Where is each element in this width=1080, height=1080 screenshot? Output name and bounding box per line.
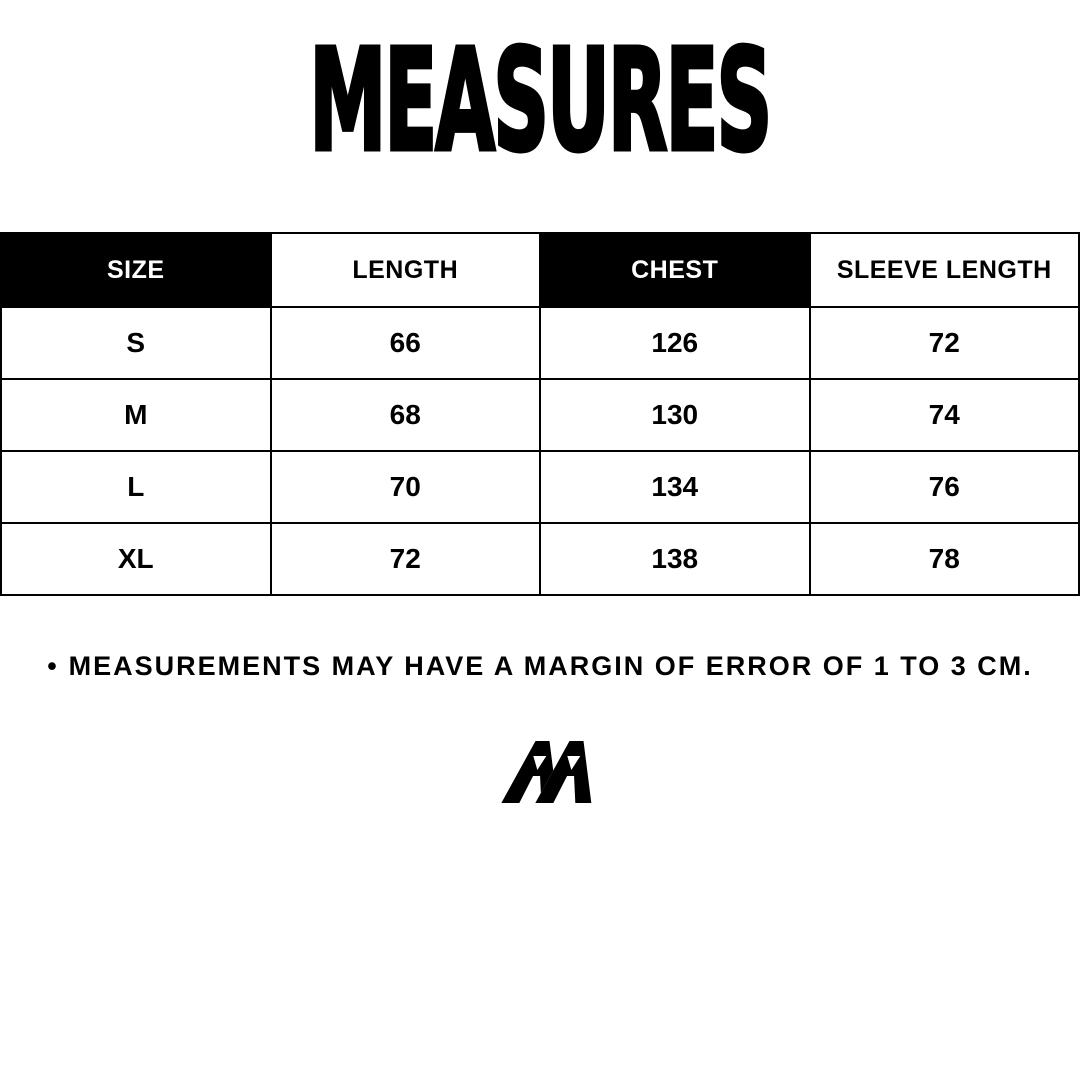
size-cell: M	[0, 378, 272, 452]
chest-cell: 138	[539, 522, 811, 596]
size-cell: S	[0, 306, 272, 380]
size-cell: L	[0, 450, 272, 524]
chest-cell: 134	[539, 450, 811, 524]
table-row: M 68 130 74	[0, 378, 1080, 452]
sleeve-length-cell: 74	[808, 378, 1080, 452]
sleeve-length-cell: 78	[808, 522, 1080, 596]
table-row: S 66 126 72	[0, 306, 1080, 380]
length-cell: 68	[269, 378, 541, 452]
note-text: MEASUREMENTS MAY HAVE A MARGIN OF ERROR …	[68, 651, 1033, 681]
length-cell: 66	[269, 306, 541, 380]
table-row: L 70 134 76	[0, 450, 1080, 524]
table-row: XL 72 138 78	[0, 522, 1080, 596]
length-cell: 70	[269, 450, 541, 524]
size-cell: XL	[0, 522, 272, 596]
sleeve-length-cell: 76	[808, 450, 1080, 524]
column-header-size: SIZE	[0, 232, 272, 308]
table-header-row: SIZE LENGTH CHEST SLEEVE LENGTH	[0, 232, 1080, 308]
sleeve-length-cell: 72	[808, 306, 1080, 380]
bullet-icon: •	[47, 651, 59, 681]
page-title: MEASURES	[308, 19, 773, 184]
measures-table: SIZE LENGTH CHEST SLEEVE LENGTH S 66 126…	[0, 232, 1080, 596]
chest-cell: 126	[539, 306, 811, 380]
column-header-chest: CHEST	[539, 232, 811, 308]
aa-logo-icon	[501, 741, 592, 803]
column-header-length: LENGTH	[269, 232, 541, 308]
margin-of-error-note: • MEASUREMENTS MAY HAVE A MARGIN OF ERROR…	[0, 646, 1080, 686]
brand-logo	[0, 741, 1080, 803]
column-header-sleeve-length: SLEEVE LENGTH	[808, 232, 1080, 308]
length-cell: 72	[269, 522, 541, 596]
chest-cell: 130	[539, 378, 811, 452]
